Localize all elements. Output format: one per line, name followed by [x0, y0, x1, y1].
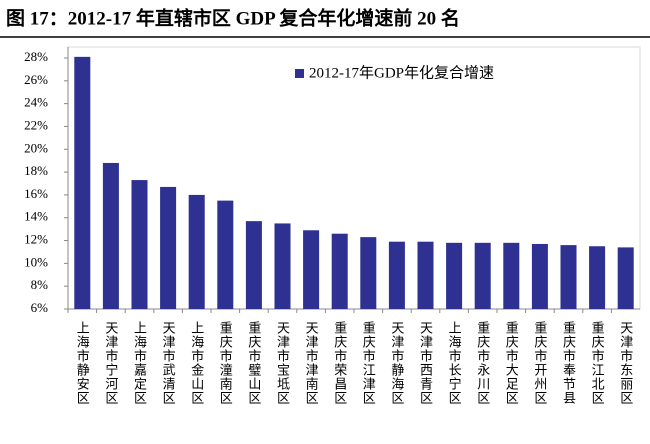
plot-frame: [67, 46, 641, 310]
chart-title: 图 17：2012-17 年直辖市区 GDP 复合年化增速前 20 名: [6, 6, 460, 29]
bar: [560, 245, 577, 309]
x-tick-label: 上海市长宁区: [447, 321, 462, 405]
bar: [74, 56, 91, 309]
y-tick-label: 22%: [24, 117, 48, 132]
bar: [188, 194, 205, 309]
y-tick-label: 14%: [24, 209, 48, 224]
bar: [503, 242, 520, 309]
x-tick-label: 天津市津南区: [304, 321, 319, 405]
x-tick-label: 重庆市开州区: [532, 320, 547, 405]
x-tick-label: 天津市东丽区: [618, 321, 633, 405]
y-tick-label: 20%: [24, 140, 48, 155]
bar: [446, 242, 463, 309]
x-tick-label: 重庆市江津区: [361, 320, 376, 405]
bar: [245, 221, 262, 309]
bar: [388, 241, 405, 309]
x-tick-label: 重庆市永川区: [475, 320, 490, 405]
bar: [131, 180, 148, 309]
x-tick-label: 上海市嘉定区: [132, 321, 147, 405]
bar: [360, 237, 377, 309]
bar: [531, 243, 548, 309]
bar: [617, 247, 634, 309]
x-tick-label: 重庆市潼南区: [218, 320, 233, 405]
x-tick-label: 天津市宝坻区: [275, 321, 290, 405]
bar: [217, 200, 234, 309]
bar: [474, 242, 491, 309]
x-tick-label: 重庆市江北区: [590, 320, 605, 405]
y-tick-label: 28%: [24, 49, 48, 64]
legend-swatch: [295, 69, 304, 78]
y-tick-label: 6%: [31, 300, 49, 315]
x-tick-label: 重庆市奉节县: [561, 320, 576, 405]
y-tick-label: 8%: [31, 277, 49, 292]
x-tick-label: 天津市西青区: [418, 321, 433, 405]
y-tick-label: 12%: [24, 232, 48, 247]
x-tick-label: 天津市静海区: [389, 321, 404, 405]
x-tick-label: 天津市武清区: [161, 321, 176, 405]
y-tick-label: 16%: [24, 186, 48, 201]
bar: [274, 223, 291, 309]
x-tick-label: 上海市金山区: [189, 321, 204, 405]
bar: [589, 246, 606, 309]
bar: [417, 241, 434, 309]
x-tick-label: 重庆市璧山区: [246, 320, 261, 405]
y-tick-label: 10%: [24, 254, 48, 269]
x-tick-label: 重庆市荣昌区: [332, 320, 347, 405]
x-tick-label: 天津市宁河区: [103, 321, 118, 405]
y-tick-label: 24%: [24, 95, 48, 110]
legend-label: 2012-17年GDP年化复合增速: [309, 63, 494, 81]
bar: [102, 162, 119, 309]
bar: [303, 230, 320, 309]
y-tick-label: 26%: [24, 72, 48, 87]
bar: [160, 186, 177, 309]
x-tick-label: 上海市静安区: [75, 321, 90, 405]
x-tick-label: 重庆市大足区: [504, 320, 519, 405]
bar: [331, 233, 348, 309]
y-tick-label: 18%: [24, 163, 48, 178]
